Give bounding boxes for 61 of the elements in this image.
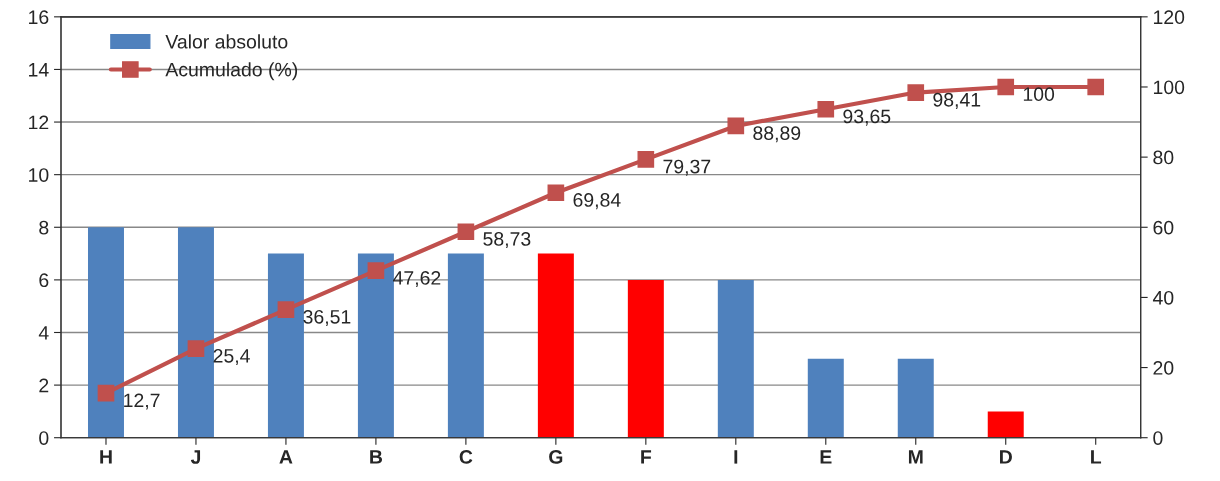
bar bbox=[627, 279, 664, 438]
data-label: 98,41 bbox=[933, 92, 981, 109]
bar bbox=[177, 227, 214, 438]
data-label: 12,7 bbox=[124, 393, 160, 410]
point bbox=[277, 301, 295, 318]
bar bbox=[357, 253, 394, 438]
x-tick-label: L bbox=[1091, 450, 1102, 464]
bar bbox=[807, 358, 844, 438]
x-tick-label: B bbox=[370, 450, 383, 464]
point bbox=[1087, 78, 1105, 96]
legend-label: Acumulado (%) bbox=[165, 62, 298, 81]
data-label: 100 bbox=[1023, 87, 1055, 102]
y-tick-label: 16 bbox=[29, 10, 49, 25]
bar bbox=[447, 253, 484, 438]
data-label: 58,73 bbox=[483, 232, 531, 249]
data-label: 93,65 bbox=[843, 109, 891, 126]
x-tick-label: J bbox=[190, 450, 201, 464]
y-tick-label: 8 bbox=[39, 220, 49, 235]
x-tick-label: I bbox=[734, 450, 738, 464]
y-tick-label: 2 bbox=[39, 378, 49, 393]
y-tick-label: 6 bbox=[39, 273, 49, 288]
y2-tick-label: 100 bbox=[1153, 80, 1185, 95]
point bbox=[547, 184, 565, 202]
x-tick-label: F bbox=[641, 450, 652, 464]
x-tick-label: A bbox=[279, 450, 293, 464]
point bbox=[367, 262, 385, 280]
y2-tick-label: 120 bbox=[1153, 10, 1185, 25]
point bbox=[997, 78, 1015, 96]
x-tick-label: G bbox=[549, 450, 563, 464]
bar bbox=[717, 279, 754, 438]
x-tick-label: D bbox=[1000, 450, 1012, 464]
x-tick-label: H bbox=[100, 450, 112, 464]
y2-tick-label: 0 bbox=[1153, 431, 1163, 445]
x-tick-label: M bbox=[908, 450, 923, 464]
legend-label: Valor absoluto bbox=[165, 34, 288, 49]
y2-tick-label: 20 bbox=[1153, 361, 1174, 375]
bar bbox=[267, 253, 304, 438]
point bbox=[727, 117, 745, 135]
data-label: 79,37 bbox=[663, 159, 711, 176]
bar bbox=[987, 411, 1024, 438]
data-label: 88,89 bbox=[753, 126, 801, 143]
bar bbox=[537, 253, 574, 438]
point bbox=[457, 223, 475, 241]
y2-tick-label: 40 bbox=[1152, 290, 1174, 305]
point bbox=[97, 384, 115, 402]
point bbox=[817, 100, 835, 118]
y-tick-label: 4 bbox=[38, 326, 49, 340]
x-tick-label: C bbox=[459, 450, 473, 464]
y2-tick-label: 60 bbox=[1153, 220, 1174, 235]
data-label: 69,84 bbox=[573, 193, 621, 210]
bar bbox=[897, 358, 934, 438]
x-tick-label: E bbox=[820, 450, 832, 464]
y2-tick-label: 80 bbox=[1153, 150, 1174, 165]
point bbox=[637, 151, 655, 168]
bar bbox=[87, 227, 124, 438]
y-tick-label: 14 bbox=[29, 63, 49, 77]
point bbox=[907, 84, 925, 101]
y-tick-label: 0 bbox=[39, 431, 49, 445]
point bbox=[187, 340, 205, 357]
y-tick-label: 10 bbox=[29, 168, 49, 182]
y-tick-label: 12 bbox=[29, 115, 49, 130]
